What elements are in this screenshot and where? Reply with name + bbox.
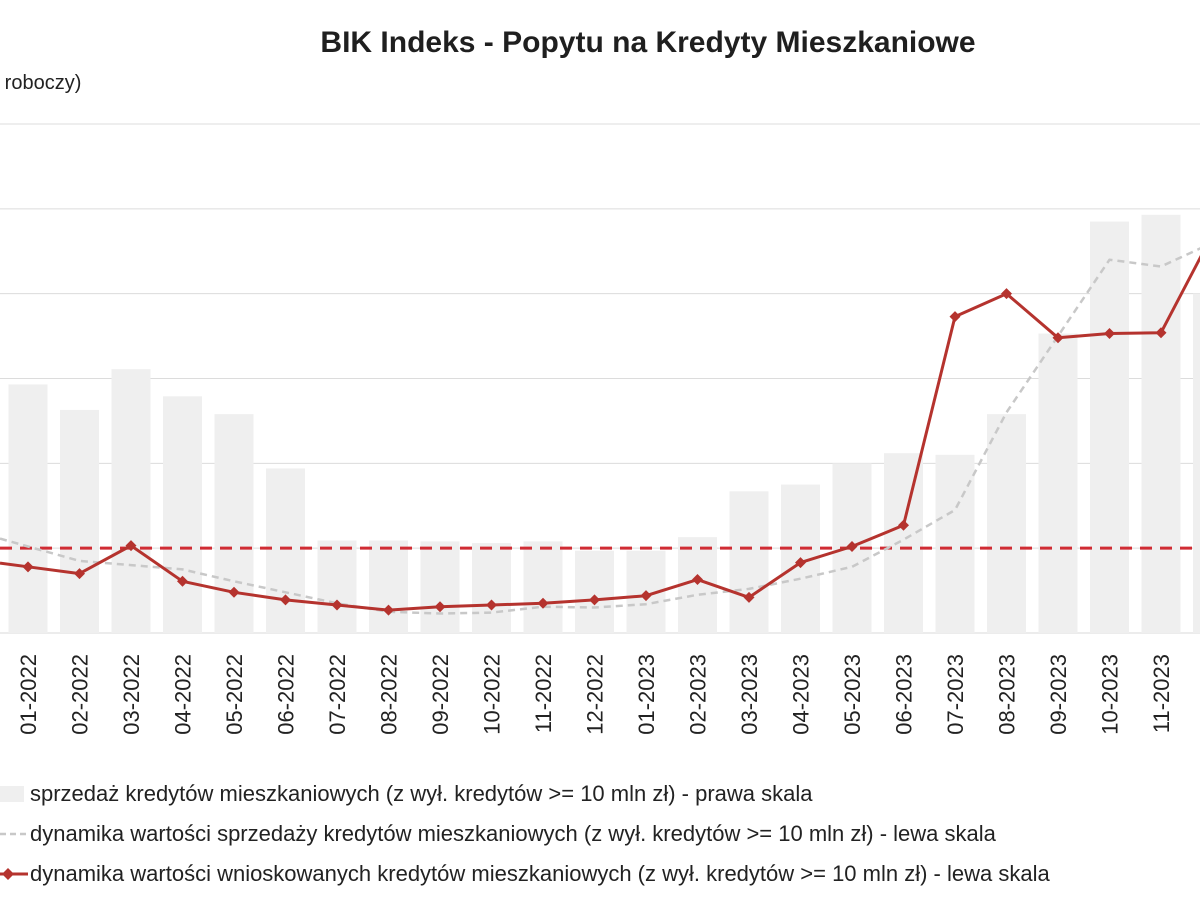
bar-07-2022 [317,540,357,633]
legend-swatch-dashed-line [0,832,28,836]
marker-08-2022 [383,604,394,616]
tick-label-10-2023: 10-2023 [1098,654,1123,735]
marker-07-2022 [331,599,343,611]
marker-01-2023 [640,590,652,602]
marker-02-2022 [74,568,85,580]
bar-09-2023 [1038,333,1078,633]
marker-08-2023 [1001,288,1012,300]
sales-dynamics-line [0,247,1200,615]
tick-label-04-2023: 04-2023 [789,654,814,735]
marker-09-2023 [1052,332,1064,344]
bar-08-2023 [987,414,1026,633]
tick-label-09-2023: 09-2023 [1046,654,1071,735]
bar-12-2023 [1193,293,1200,633]
marker-11-2023 [1155,327,1167,339]
chart-title: BIK Indeks - Popytu na Kredyty Mieszkani… [320,26,976,59]
tick-label-03-2022: 03-2022 [119,654,144,735]
tick-label-08-2023: 08-2023 [995,654,1020,735]
x-axis-tick-labels: 01-2022 02-2022 03-2022 04-2022 05-2022 06-20… [16,654,1174,735]
marker-05-2023 [846,540,858,552]
legend-label-application-dynamics: dynamika wartości wnioskowanych kredytów… [30,861,1050,886]
tick-label-11-2022: 11-2022 [531,654,556,733]
tick-label-01-2022: 01-2022 [16,654,41,735]
tick-label-04-2022: 04-2022 [171,654,196,735]
tick-label-06-2022: 06-2022 [274,654,299,735]
line-series-layer [0,247,1200,616]
legend-diamond-marker [2,868,14,880]
marker-01-2022 [22,561,34,573]
marker-03-2022 [125,540,137,552]
bar-12-2022 [575,550,614,633]
legend-label-sales-bars: sprzedaż kredytów mieszkaniowych (z wył.… [30,781,813,806]
tick-label-05-2022: 05-2022 [222,654,247,735]
bar-03-2023 [729,491,769,633]
tick-label-03-2023: 03-2023 [737,654,762,735]
marker-11-2022 [537,597,549,609]
legend-swatch-bar [0,786,24,802]
bar-01-2022 [8,384,48,633]
tick-label-02-2023: 02-2023 [686,654,711,735]
legend-swatch-marker-line [0,868,28,880]
legend-label-sales-dynamics: dynamika wartości sprzedaży kredytów mie… [30,821,996,846]
bar-10-2022 [472,543,511,633]
chart-subtitle: ń roboczy) [0,72,82,94]
tick-label-05-2023: 05-2023 [840,654,865,735]
marker-10-2022 [486,599,497,611]
bar-06-2023 [884,453,923,633]
marker-09-2022 [434,601,446,613]
marker-07-2023 [949,311,961,323]
bar-04-2022 [163,396,202,633]
bar-series [8,214,1200,633]
tick-label-06-2023: 06-2023 [892,654,917,735]
marker-02-2023 [692,574,703,586]
bar-08-2022 [369,540,408,633]
tick-label-11-2023: 11-2023 [1149,654,1174,733]
tick-label-07-2023: 07-2023 [943,654,968,735]
tick-label-07-2022: 07-2022 [325,654,350,735]
marker-06-2022 [280,594,291,606]
bar-10-2023 [1090,221,1129,633]
marker-05-2022 [228,586,240,598]
tick-label-09-2022: 09-2022 [428,654,453,735]
tick-label-08-2022: 08-2022 [377,654,402,735]
chart-plot: 01-2022 02-2022 03-2022 04-2022 05-2022 06-20… [0,123,1200,735]
bar-11-2023 [1141,214,1181,633]
bar-11-2022 [523,541,563,633]
marker-10-2023 [1104,328,1115,340]
bar-02-2022 [60,409,99,633]
bar-09-2022 [420,541,460,633]
tick-label-02-2022: 02-2022 [68,654,93,735]
tick-label-10-2022: 10-2022 [480,654,505,735]
bar-06-2022 [266,468,305,633]
marker-04-2022 [177,575,188,587]
marker-03-2023 [743,591,755,603]
marker-12-2022 [589,594,600,606]
marker-04-2023 [795,557,806,569]
bar-05-2022 [214,414,254,633]
tick-label-12-2022: 12-2022 [583,654,608,735]
bar-03-2022 [111,369,151,633]
marker-06-2023 [898,519,909,531]
tick-label-01-2023: 01-2023 [634,654,659,735]
